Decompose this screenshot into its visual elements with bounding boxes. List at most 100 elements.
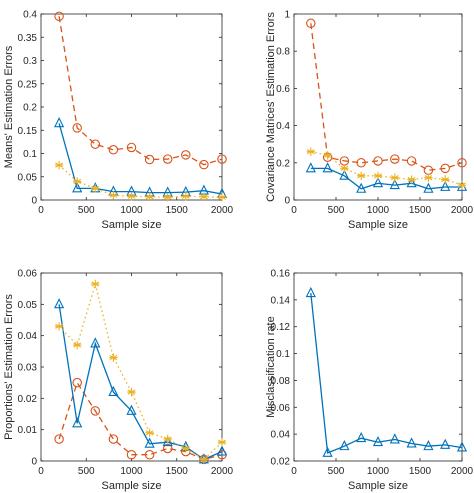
data-point-triangle (406, 437, 417, 448)
data-point-circle (108, 434, 119, 444)
data-point-circle (72, 377, 82, 388)
data-point-asterisk (181, 444, 190, 453)
data-point-circle (390, 154, 400, 164)
data-point-circle (199, 159, 209, 170)
data-point-asterisk (163, 193, 172, 202)
data-point-circle (90, 406, 101, 416)
y-tick-label: 0.1 (23, 149, 37, 160)
data-point-circle (108, 145, 119, 155)
data-point-circle (144, 154, 155, 165)
x-tick-label: 1000 (120, 205, 143, 216)
y-tick-label: 0.2 (276, 158, 290, 169)
y-tick-label: 0.16 (271, 269, 291, 280)
x-tick-label: 2000 (211, 205, 234, 216)
x-tick-label: 500 (328, 205, 345, 216)
x-tick-label: 2000 (451, 466, 474, 477)
x-axis-title: Sample size (348, 480, 408, 492)
y-tick-label: 0.14 (271, 295, 291, 306)
data-point-asterisk (127, 192, 136, 201)
data-point-asterisk (340, 164, 349, 173)
data-point-triangle (440, 438, 451, 449)
data-point-triangle (144, 437, 155, 448)
y-tick-label: 0.05 (18, 300, 38, 311)
data-point-circle (181, 150, 191, 160)
y-tick-label: 0.08 (271, 376, 291, 387)
data-point-triangle (54, 117, 65, 128)
data-point-triangle (356, 431, 367, 443)
data-point-asterisk (357, 171, 366, 181)
y-tick-label: 0.06 (271, 403, 291, 414)
data-point-circle (90, 139, 101, 149)
data-point-asterisk (91, 184, 100, 193)
data-point-triangle (456, 441, 468, 452)
data-point-circle (217, 154, 227, 164)
data-point-asterisk (323, 151, 332, 160)
data-point-asterisk (54, 160, 64, 170)
x-tick-label: 0 (291, 205, 297, 216)
data-point-circle (162, 154, 173, 164)
data-point-triangle (90, 337, 101, 348)
x-axis-title: Sample size (348, 219, 408, 231)
series-line-asterisk (58, 281, 223, 461)
data-point-circle (162, 443, 173, 454)
y-tick-label: 0.35 (18, 33, 38, 44)
data-point-triangle (108, 385, 119, 397)
y-tick-label: 0.02 (18, 394, 38, 405)
x-tick-label: 0 (291, 466, 297, 477)
data-point-triangle (305, 162, 316, 173)
y-axis-title: Proportions' Estimation Errors (3, 294, 15, 440)
data-point-circle (54, 11, 64, 22)
data-point-circle (457, 158, 467, 168)
y-tick-label: 0.01 (18, 425, 38, 436)
x-tick-label: 1000 (120, 466, 143, 477)
data-point-asterisk (457, 180, 467, 190)
y-tick-label: 0.06 (18, 269, 38, 280)
data-point-asterisk (91, 279, 100, 289)
data-point-asterisk (145, 192, 154, 201)
data-point-triangle (322, 162, 333, 173)
data-point-triangle (372, 177, 384, 188)
x-tick-label: 2000 (451, 205, 474, 216)
data-point-asterisk (390, 173, 399, 182)
series-line-asterisk (58, 164, 223, 198)
data-point-triangle (216, 445, 228, 456)
data-point-triangle (406, 177, 417, 188)
data-point-asterisk (127, 387, 136, 397)
x-tick-label: 1500 (166, 466, 189, 477)
y-tick-label: 0.4 (276, 121, 290, 132)
data-point-asterisk (441, 175, 450, 184)
data-point-triangle (372, 435, 384, 447)
data-point-triangle (72, 417, 83, 428)
y-tick-label: 0.1 (276, 349, 290, 360)
data-point-asterisk (407, 175, 416, 184)
y-tick-label: 1 (284, 10, 290, 21)
data-point-triangle (305, 286, 316, 298)
data-point-asterisk (73, 340, 82, 350)
y-axis-title: Means' Estimation Errors (3, 45, 15, 168)
series-line-triangle (58, 123, 223, 195)
y-tick-label: 0.02 (271, 457, 291, 468)
y-tick-label: 0.12 (271, 322, 291, 333)
series-line-circle (58, 381, 223, 461)
x-axis-title: Sample size (102, 219, 162, 231)
y-tick-label: 0.2 (23, 103, 37, 114)
data-point-triangle (322, 446, 333, 457)
x-tick-label: 1000 (367, 466, 390, 477)
data-point-asterisk (217, 438, 227, 447)
data-point-triangle (389, 433, 400, 444)
y-tick-label: 0.4 (23, 10, 37, 21)
x-tick-label: 0 (38, 205, 44, 216)
data-point-asterisk (181, 192, 190, 201)
x-axis-title: Sample size (102, 480, 162, 492)
data-point-asterisk (199, 455, 209, 464)
data-point-triangle (54, 298, 65, 309)
y-tick-label: 0.03 (18, 363, 38, 374)
series-line-circle (310, 23, 463, 171)
x-tick-label: 1000 (367, 205, 390, 216)
plot-frame (40, 13, 223, 201)
series-line-asterisk (310, 150, 463, 186)
data-point-circle (306, 18, 316, 29)
data-point-triangle (356, 182, 367, 193)
data-point-circle (72, 123, 82, 133)
